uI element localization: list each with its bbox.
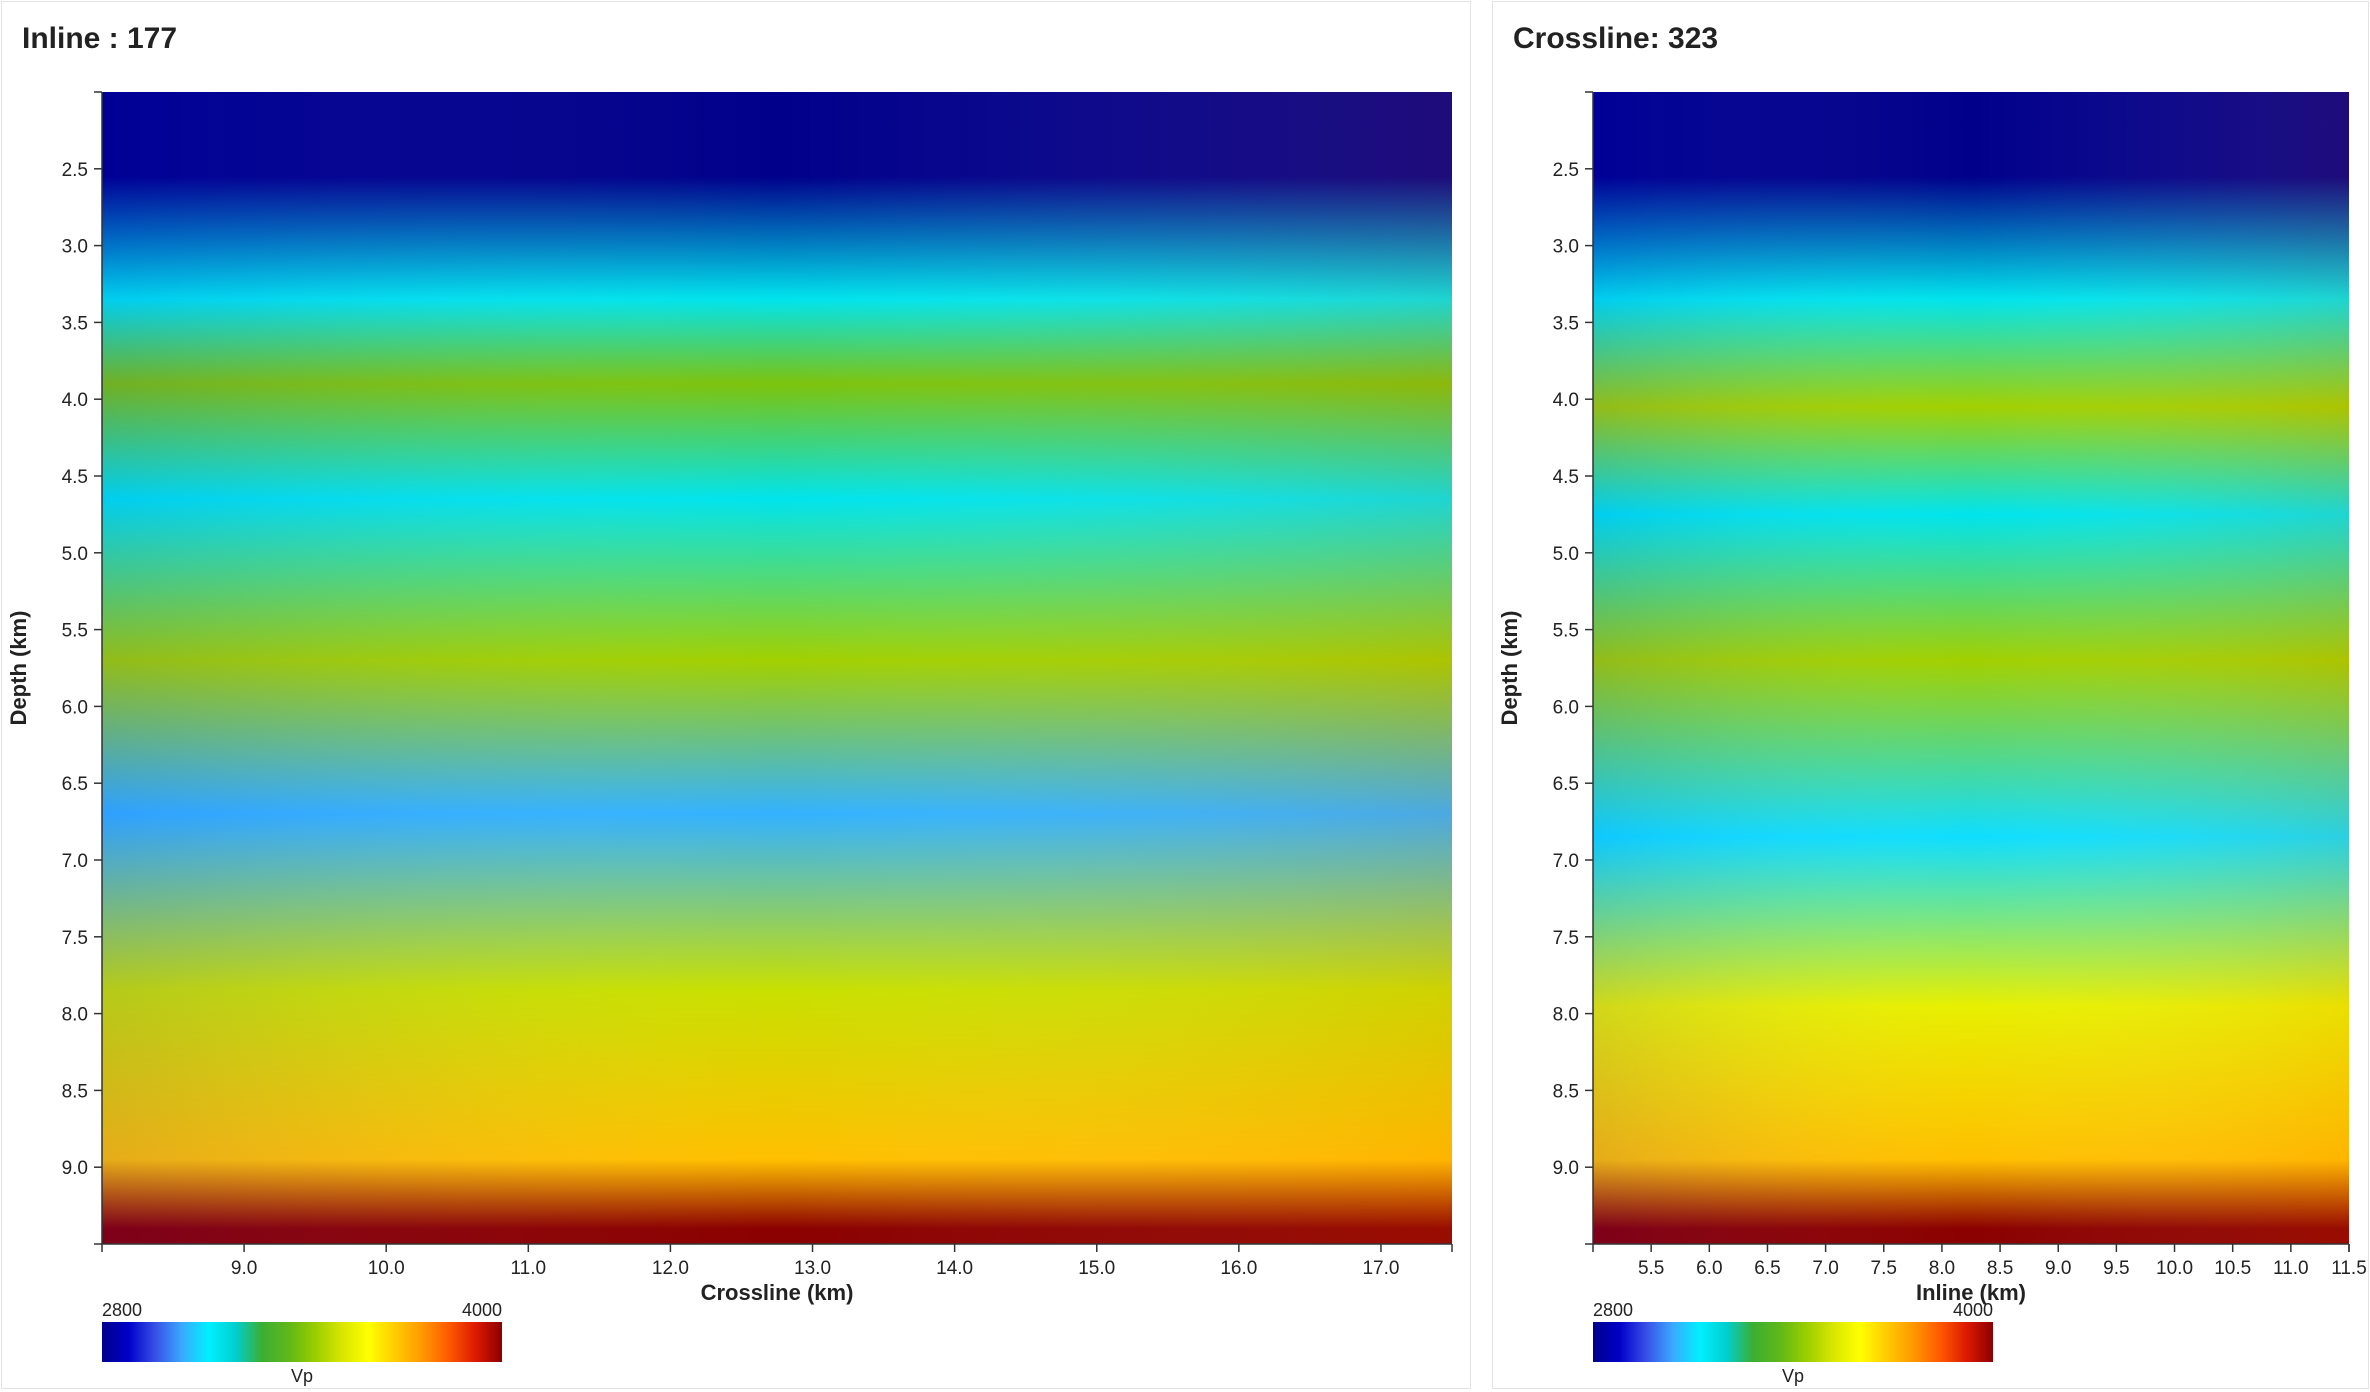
inline-x-tick-label: 13.0 <box>794 1258 831 1279</box>
inline-y-axis-title: Depth (km) <box>6 611 31 726</box>
inline-y-tick-label: 6.0 <box>62 697 88 718</box>
crossline-colorbar-title: Vp <box>1782 1366 1804 1386</box>
crossline-y-tick-label: 3.5 <box>1553 313 1579 334</box>
inline-x-axis-title: Crossline (km) <box>701 1280 854 1305</box>
crossline-x-tick-label: 10.5 <box>2214 1258 2251 1279</box>
crossline-panel: Crossline: 323 2.5 3.0 3.5 4.0 4.5 5.0 5.5 6.0 6… <box>1492 1 2369 1389</box>
inline-x-tick-label: 16.0 <box>1220 1258 1257 1279</box>
crossline-heatmap-chart[interactable]: 2.5 3.0 3.5 4.0 4.5 5.0 5.5 6.0 6.5 7.0 7.5 8.0 8.5 9… <box>1493 2 2368 1388</box>
crossline-y-tick-label: 5.0 <box>1553 544 1579 565</box>
inline-x-tick-label: 17.0 <box>1362 1258 1399 1279</box>
crossline-x-tick-label: 7.0 <box>1812 1258 1838 1279</box>
crossline-x-tick-label: 11.0 <box>2273 1258 2309 1279</box>
inline-y-tick-label: 2.5 <box>62 160 88 181</box>
crossline-y-tick-label: 8.0 <box>1553 1005 1579 1026</box>
inline-x-tick-label: 9.0 <box>231 1258 257 1279</box>
crossline-y-tick-label: 2.5 <box>1553 160 1579 181</box>
crossline-heatmap-shading <box>1593 92 2349 1244</box>
crossline-colorbar <box>1593 1322 1993 1362</box>
inline-panel: Inline : 177 2.5 3.0 3.5 4.0 4.5 5.0 5.5 6.0 6.5… <box>1 1 1471 1389</box>
inline-y-tick-label: 3.5 <box>62 313 88 334</box>
inline-y-tick-label: 6.5 <box>62 774 88 795</box>
inline-y-tick-label: 4.0 <box>62 390 88 411</box>
crossline-x-tick-label: 10.0 <box>2156 1258 2193 1279</box>
inline-y-tick-label: 8.0 <box>62 1005 88 1026</box>
crossline-x-axis-title: Inline (km) <box>1916 1280 2026 1305</box>
crossline-x-tick-label: 9.5 <box>2103 1258 2129 1279</box>
crossline-y-tick-label: 6.0 <box>1553 697 1579 718</box>
inline-y-tick-label: 9.0 <box>62 1158 88 1179</box>
crossline-y-tick-label: 6.5 <box>1553 774 1579 795</box>
inline-x-tick-label: 15.0 <box>1078 1258 1115 1279</box>
inline-x-tick-label: 12.0 <box>652 1258 689 1279</box>
crossline-y-tick-label: 7.5 <box>1553 928 1579 949</box>
inline-y-tick-label: 3.0 <box>62 237 88 258</box>
inline-y-tick-label: 7.5 <box>62 928 88 949</box>
crossline-x-tick-label: 7.5 <box>1871 1258 1897 1279</box>
inline-x-tick-label: 14.0 <box>936 1258 973 1279</box>
inline-x-tick-label: 10.0 <box>368 1258 405 1279</box>
inline-title: Inline : 177 <box>22 22 178 55</box>
crossline-colorbar-min-label: 2800 <box>1593 1300 1633 1320</box>
crossline-y-tick-label: 7.0 <box>1553 851 1579 872</box>
inline-x-tick-label: 11.0 <box>511 1258 547 1279</box>
inline-heatmap-shading <box>102 92 1452 1244</box>
inline-heatmap-chart[interactable]: 2.5 3.0 3.5 4.0 4.5 5.0 5.5 6.0 6.5 7.0 7.5 8.0 8.5 9… <box>2 2 1470 1388</box>
crossline-colorbar-max-label: 4000 <box>1953 1300 1993 1320</box>
inline-y-tick-label: 5.5 <box>62 621 88 642</box>
crossline-y-tick-label: 3.0 <box>1553 237 1579 258</box>
crossline-x-tick-label: 6.0 <box>1696 1258 1722 1279</box>
crossline-x-tick-label: 8.5 <box>1987 1258 2013 1279</box>
inline-y-tick-label: 8.5 <box>62 1081 88 1102</box>
inline-y-tick-label: 4.5 <box>62 467 88 488</box>
crossline-y-tick-label: 9.0 <box>1553 1158 1579 1179</box>
inline-colorbar-title: Vp <box>291 1366 313 1386</box>
crossline-y-tick-label: 4.5 <box>1553 467 1579 488</box>
crossline-title: Crossline: 323 <box>1513 22 1719 55</box>
crossline-x-tick-label: 6.5 <box>1754 1258 1780 1279</box>
inline-y-tick-label: 7.0 <box>62 851 88 872</box>
inline-colorbar-min-label: 2800 <box>102 1300 142 1320</box>
crossline-x-tick-label: 5.5 <box>1638 1258 1664 1279</box>
inline-colorbar-max-label: 4000 <box>462 1300 502 1320</box>
crossline-y-tick-label: 5.5 <box>1553 621 1579 642</box>
inline-y-tick-label: 5.0 <box>62 544 88 565</box>
crossline-y-tick-label: 8.5 <box>1553 1081 1579 1102</box>
inline-colorbar <box>102 1322 502 1362</box>
crossline-x-tick-label: 8.0 <box>1929 1258 1955 1279</box>
crossline-y-tick-label: 4.0 <box>1553 390 1579 411</box>
crossline-x-tick-label: 11.5 <box>2331 1258 2367 1279</box>
crossline-y-axis-title: Depth (km) <box>1497 611 1522 726</box>
crossline-x-tick-label: 9.0 <box>2045 1258 2071 1279</box>
